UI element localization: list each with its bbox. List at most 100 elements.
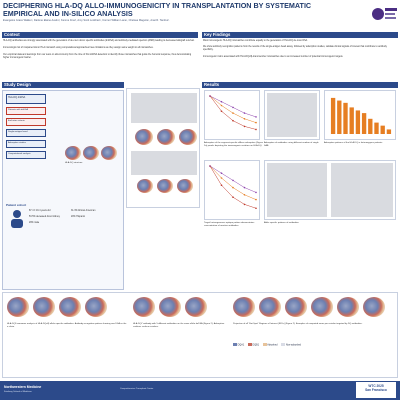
chart-b-panel bbox=[264, 90, 320, 140]
molecule-image-d bbox=[137, 179, 153, 193]
line-point bbox=[209, 165, 211, 167]
criteria-box-3: Single-antigen bead bbox=[6, 129, 46, 137]
hla-molecule-image-1 bbox=[65, 146, 81, 160]
title-line-1: DECIPHERING HLA-DQ ALLO-IMMUNOGENICITY I… bbox=[3, 1, 312, 10]
line-point bbox=[220, 184, 223, 186]
legend-swatch-2 bbox=[247, 343, 252, 346]
criteria-box-4: Adsorption studies bbox=[6, 140, 46, 148]
bar bbox=[368, 118, 373, 134]
legend-label-3: Adsorbed bbox=[267, 343, 278, 347]
cohort-stat-2: 53.5% deceased donor kidney bbox=[29, 216, 60, 218]
line-point bbox=[243, 203, 246, 206]
line-point bbox=[232, 119, 234, 122]
line-point bbox=[243, 186, 246, 189]
series-line bbox=[209, 165, 257, 200]
legend-label-4: Non-adsorbed bbox=[285, 343, 301, 347]
chart-a-panel bbox=[204, 90, 260, 140]
chart-d-panel bbox=[204, 160, 260, 220]
structure-label: HLA-DQ structure bbox=[65, 162, 83, 164]
bottom-molecule-5 bbox=[133, 297, 155, 317]
series-line bbox=[209, 95, 257, 123]
bottom-molecule-3 bbox=[59, 297, 81, 317]
legend-swatch-3 bbox=[262, 343, 267, 346]
fig-d-caption: Target heterogeneous epitope pattern dem… bbox=[204, 222, 255, 227]
key-findings-header: Key Findings bbox=[202, 32, 398, 38]
criteria-2: Exclusion criteria bbox=[8, 120, 25, 122]
line-point bbox=[232, 186, 234, 189]
criteria-box-5: Computational analysis bbox=[6, 151, 46, 159]
line-point bbox=[220, 100, 223, 103]
criteria-3: Single-antigen bead bbox=[8, 131, 28, 133]
bottom-caption-3: Projection of all “Hot Spot” Regions of … bbox=[233, 323, 363, 325]
center-name: Comprehensive Transplant Center bbox=[120, 388, 154, 390]
chart-d-line bbox=[209, 165, 257, 210]
context-bullet-3: Our empirical data and learnings from ou… bbox=[3, 54, 192, 59]
bottom-molecule-2 bbox=[33, 297, 55, 317]
hla-molecule-image-2 bbox=[83, 146, 99, 160]
bottom-results-panel: HLA-DQ5 monomer analysis of HLA-DQα/β al… bbox=[2, 292, 398, 378]
bottom-molecule-13 bbox=[363, 297, 385, 317]
cohort-stat-1: 87.4 ± 19.4 years old bbox=[29, 210, 51, 212]
hla-molecule-image-3 bbox=[101, 146, 117, 160]
conference-line-2: San Francisco bbox=[365, 388, 387, 392]
line-point bbox=[209, 95, 211, 97]
line-point bbox=[243, 112, 246, 114]
bottom-molecule-1 bbox=[7, 297, 29, 317]
bar bbox=[330, 97, 336, 134]
institution-name: Northwestern Medicine bbox=[4, 385, 42, 389]
bottom-molecule-4 bbox=[85, 297, 107, 317]
bottom-molecule-7 bbox=[185, 297, 207, 317]
key-finding-1: Most immunogenic HLA-DQ mismatches contr… bbox=[203, 40, 308, 42]
fig-b-caption: Adsorption of antibodies using different… bbox=[264, 142, 319, 147]
line-point bbox=[243, 125, 246, 128]
legend-swatch-4 bbox=[281, 343, 286, 346]
bottom-molecule-11 bbox=[311, 297, 333, 317]
dsa-label: HLA-DQ dnDSA bbox=[8, 96, 26, 99]
cohort-title: Patient cohort bbox=[6, 203, 27, 207]
bottom-molecule-9 bbox=[259, 297, 281, 317]
line-point bbox=[232, 112, 234, 114]
chart-c-bar bbox=[330, 97, 392, 134]
chart-a-line bbox=[209, 95, 257, 131]
authors: Evangelos Grace Walker¹, Darlene Elaine … bbox=[3, 19, 170, 22]
series-line bbox=[209, 165, 257, 193]
bottom-molecule-8 bbox=[233, 297, 255, 317]
chart-c-panel bbox=[324, 90, 396, 140]
workflow-diagram-image bbox=[131, 93, 197, 123]
cohort-stat-3: 29% male bbox=[29, 222, 40, 224]
line-point bbox=[232, 106, 234, 109]
line-point bbox=[232, 179, 234, 182]
line-point bbox=[243, 118, 246, 120]
criteria-4: Adsorption studies bbox=[8, 142, 26, 144]
line-point bbox=[255, 198, 257, 201]
fig-e-caption: Allele specific patterns of antibodies bbox=[264, 222, 299, 224]
sequence-image bbox=[131, 151, 197, 175]
line-point bbox=[255, 128, 257, 131]
line-point bbox=[220, 172, 223, 174]
line-point bbox=[243, 194, 246, 196]
results-header: Results bbox=[202, 82, 398, 88]
study-design-header: Study Design bbox=[2, 82, 124, 88]
study-design-panel: HLA-DQ dnDSA Patients with dnDSA Exclusi… bbox=[2, 90, 124, 290]
conference-badge: WTC 2025 San Francisco bbox=[356, 382, 396, 398]
chart-e-image-2 bbox=[331, 163, 393, 217]
study-workflow-panel bbox=[126, 88, 200, 208]
key-finding-2: We show antibody recognition patterns fr… bbox=[203, 46, 387, 51]
line-point bbox=[255, 116, 257, 118]
legend-swatch-1 bbox=[233, 343, 237, 346]
bar bbox=[374, 122, 379, 134]
bottom-molecule-12 bbox=[337, 297, 359, 317]
bottom-molecule-6 bbox=[159, 297, 181, 317]
cohort-stat-5: 20% Hispanic bbox=[71, 216, 86, 218]
molecule-image-c bbox=[179, 129, 197, 145]
chart-e-image-1 bbox=[267, 163, 327, 217]
bar bbox=[343, 102, 348, 134]
cohort-stat-4: 31.3% African American bbox=[71, 210, 96, 212]
bottom-caption-1: HLA-DQ5 monomer analysis of HLA-DQα/β al… bbox=[7, 323, 127, 328]
poster-title: DECIPHERING HLA-DQ ALLO-IMMUNOGENICITY I… bbox=[3, 1, 373, 19]
line-point bbox=[255, 191, 257, 194]
fig-a-caption: Adsorption of the segment-specific diffu… bbox=[204, 142, 263, 147]
conference-line-1: WTC 2025 bbox=[368, 384, 384, 388]
bottom-molecule-10 bbox=[285, 297, 307, 317]
context-bullet-1: HLA-DQ antibodies are strongly associate… bbox=[3, 40, 195, 42]
